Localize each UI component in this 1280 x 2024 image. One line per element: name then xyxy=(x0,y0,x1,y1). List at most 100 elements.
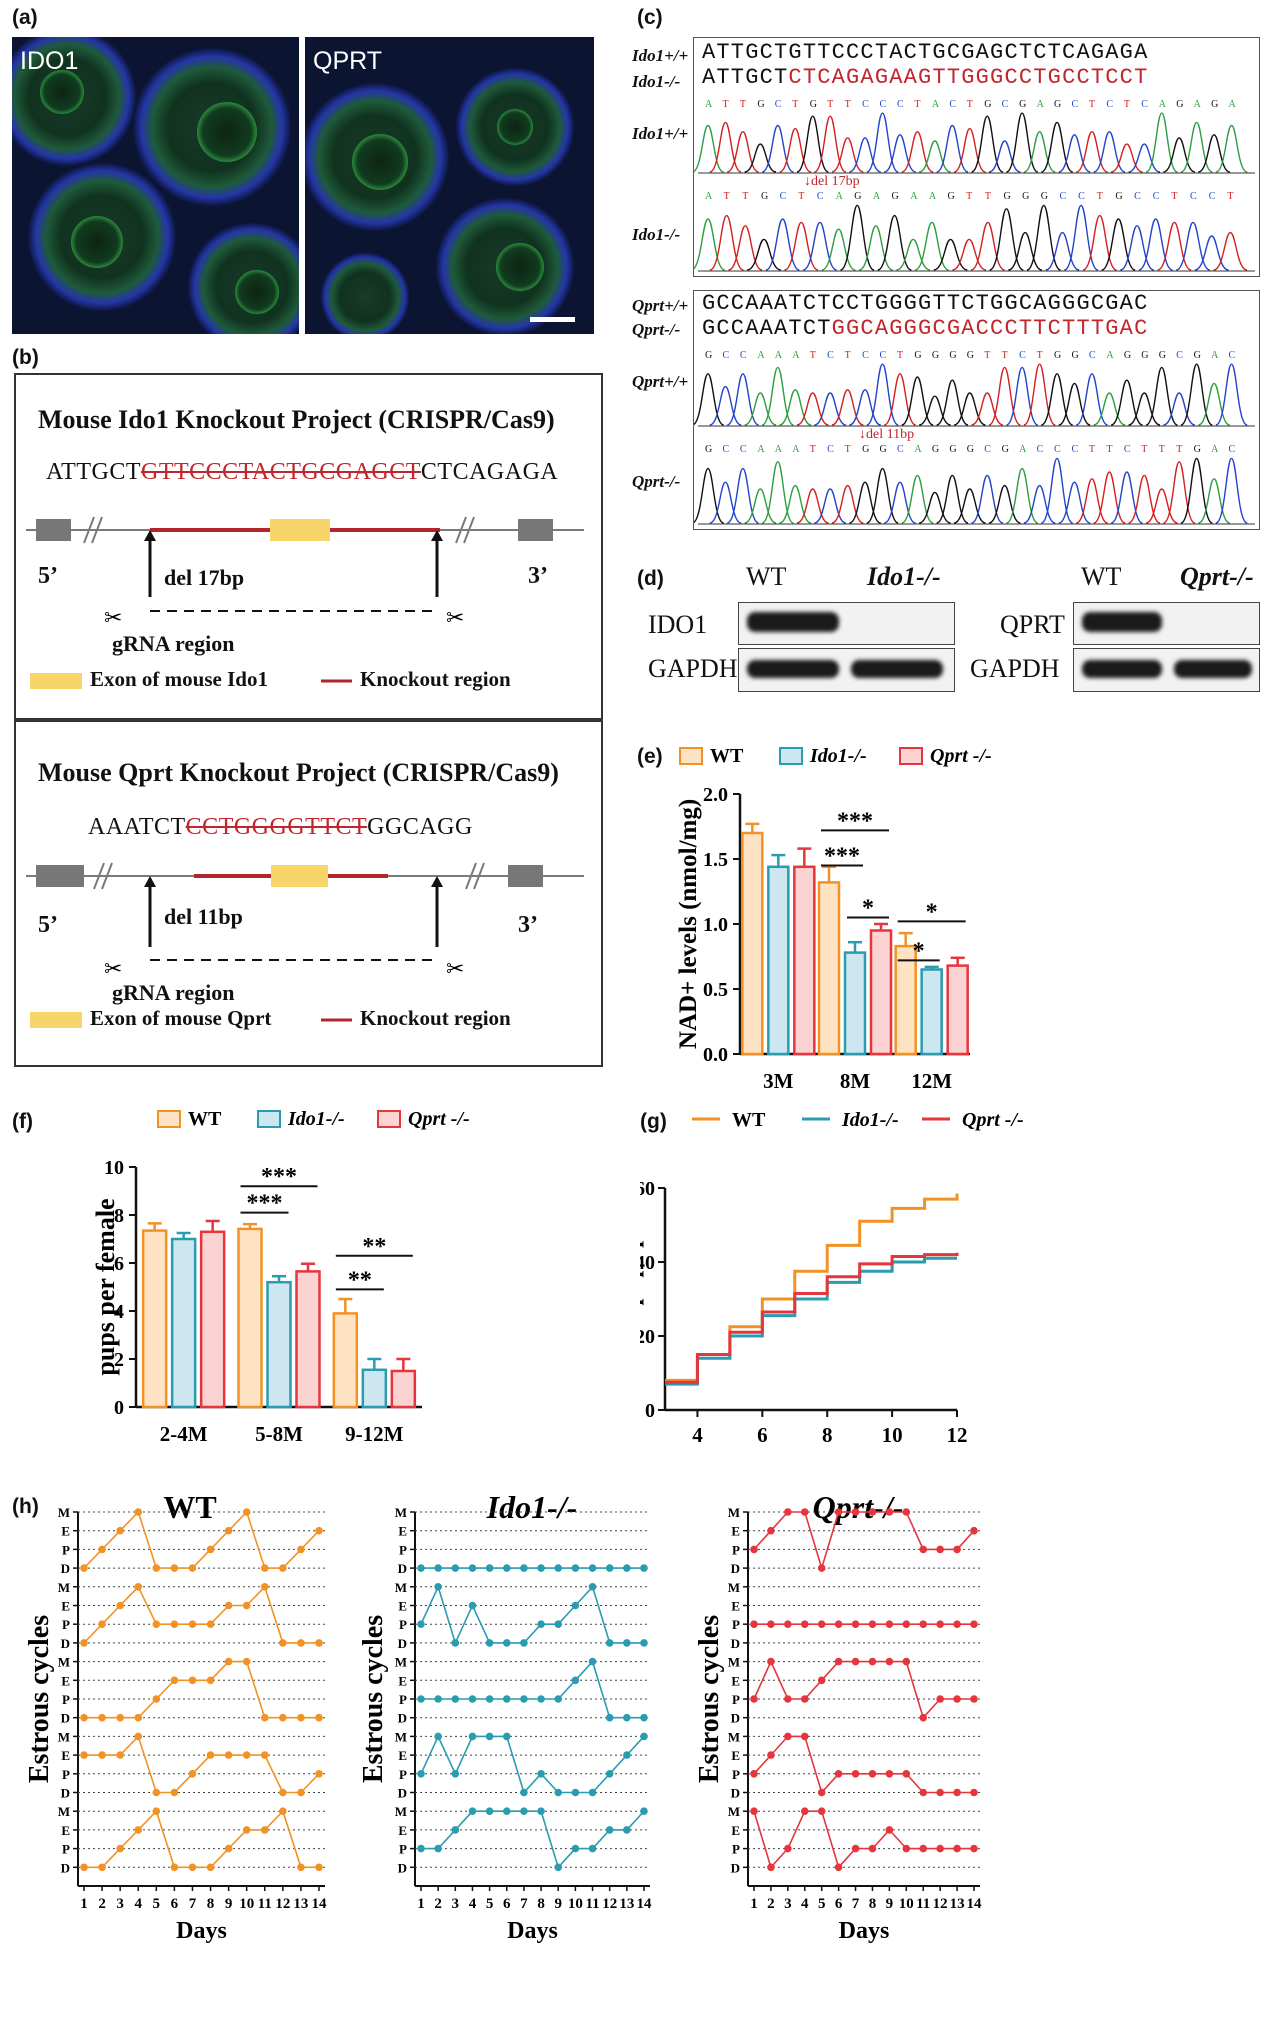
estrous-point xyxy=(116,1844,124,1853)
estrous-point xyxy=(750,1545,758,1554)
estrous-point xyxy=(485,1807,494,1815)
trace-base-call: C xyxy=(1054,444,1061,455)
x-tick-label: 10 xyxy=(568,1896,583,1912)
estrous-point xyxy=(623,1826,631,1834)
trace-peak xyxy=(883,134,916,173)
x-tick-label: 6 xyxy=(171,1896,179,1912)
trace-peak xyxy=(936,379,969,426)
trace-peak xyxy=(1093,392,1126,426)
trace-base-call: G xyxy=(1159,350,1166,361)
stage-label: D xyxy=(61,1636,70,1651)
estrous-point xyxy=(588,1657,597,1666)
estrous-point xyxy=(919,1620,928,1628)
x-tick-label: 1 xyxy=(750,1896,758,1912)
stage-label: P xyxy=(732,1542,740,1557)
estrous-point xyxy=(817,1564,826,1572)
bar xyxy=(332,1312,359,1409)
wb-gapdh-left-wt-band xyxy=(747,660,839,678)
wb-right-row1-label: QPRT xyxy=(1000,610,1065,639)
estrous-point xyxy=(468,1564,477,1572)
estrous-point xyxy=(750,1807,758,1815)
estrous-point xyxy=(800,1732,809,1741)
bar xyxy=(946,964,969,1056)
stage-label: P xyxy=(732,1617,740,1632)
trace-base-call: C xyxy=(897,444,904,455)
estrous-point xyxy=(134,1826,143,1834)
trace-base-call: G xyxy=(1211,99,1218,110)
c-label-ido1-wt-trace: Ido1+/+ xyxy=(632,124,689,143)
ido1-target-sequence: ATTGCTGTTCCCTACTGCGAGCTCTCAGAGA xyxy=(46,459,559,485)
series-line xyxy=(665,1256,957,1386)
estrous-point xyxy=(834,1863,843,1872)
estrous-point xyxy=(417,1770,425,1778)
c-label-qprt-ko: Qprt-/- xyxy=(632,320,681,339)
trace-peak xyxy=(761,124,794,173)
stage-label: M xyxy=(728,1505,740,1520)
estrous-point xyxy=(750,1770,758,1778)
trace-peak xyxy=(1180,363,1213,426)
x-tick-label: 13 xyxy=(293,1896,308,1912)
trace-peak xyxy=(933,238,968,271)
trace-peak xyxy=(1058,382,1091,426)
estrous-point xyxy=(188,1676,197,1685)
estrous-point xyxy=(451,1564,460,1572)
x-tick-label: 13 xyxy=(950,1896,965,1912)
estrous-point xyxy=(750,1620,758,1628)
trace-base-call: T xyxy=(985,191,991,202)
legend-label: WT xyxy=(188,1108,222,1130)
estrous-point xyxy=(188,1863,197,1872)
trace-base-call: A xyxy=(1211,350,1219,361)
panel-title: Ido1-/- xyxy=(486,1490,578,1525)
x-tick-label: 11 xyxy=(585,1896,599,1912)
x-tick-label: 7 xyxy=(852,1896,860,1912)
c-label-ido1-ko-trace: Ido1-/- xyxy=(632,225,681,244)
estrous-point xyxy=(224,1526,233,1535)
trace-base-call: A xyxy=(705,191,713,202)
estrous-point xyxy=(297,1863,305,1872)
trace-base-call: T xyxy=(722,99,728,110)
y-tick-label: 20 xyxy=(640,1326,655,1348)
trace-base-call: A xyxy=(1194,99,1202,110)
estrous-point xyxy=(571,1676,580,1685)
estrous-point xyxy=(605,1564,614,1572)
wb-gapdh-right-wt-band xyxy=(1082,660,1162,678)
x-tick-label: 5 xyxy=(818,1896,826,1912)
estrous-point xyxy=(98,1620,106,1628)
trace-base-call: C xyxy=(740,350,747,361)
estrous-line xyxy=(421,1660,644,1719)
trace-peak xyxy=(988,366,1021,426)
estrous-point xyxy=(919,1545,928,1554)
trace-base-call: C xyxy=(1071,444,1078,455)
x-tick-label: 4 xyxy=(469,1896,477,1912)
estrous-point xyxy=(417,1620,425,1628)
x-tick-label: 13 xyxy=(619,1896,634,1912)
estrous-point xyxy=(784,1732,792,1741)
trace-peak xyxy=(1008,231,1043,271)
estrous-point xyxy=(537,1564,545,1572)
stage-label: E xyxy=(398,1524,407,1539)
estrous-point xyxy=(134,1732,143,1741)
trace-peak xyxy=(831,137,864,173)
trace-base-call: A xyxy=(757,444,765,455)
x-tick-label: 12 xyxy=(602,1896,617,1912)
estrous-point xyxy=(468,1695,477,1703)
trace-peak xyxy=(883,481,916,524)
stage-label: M xyxy=(58,1505,70,1520)
estrous-point xyxy=(588,1583,597,1591)
estrous-point xyxy=(800,1620,809,1628)
estrous-point xyxy=(605,1770,614,1778)
estrous-point xyxy=(170,1863,179,1872)
estrous-point xyxy=(834,1508,843,1516)
trace-base-call: T xyxy=(1089,444,1095,455)
trace-peak xyxy=(744,143,777,173)
x-tick-label: 2 xyxy=(98,1896,106,1912)
estrous-point xyxy=(784,1508,792,1516)
wb-gapdh-left-blot xyxy=(738,648,955,692)
stage-label: E xyxy=(398,1823,407,1838)
trace-peak xyxy=(1006,467,1039,524)
trace-peak xyxy=(814,392,847,426)
significance-stars: ** xyxy=(362,1234,386,1260)
estrous-point xyxy=(537,1770,545,1778)
